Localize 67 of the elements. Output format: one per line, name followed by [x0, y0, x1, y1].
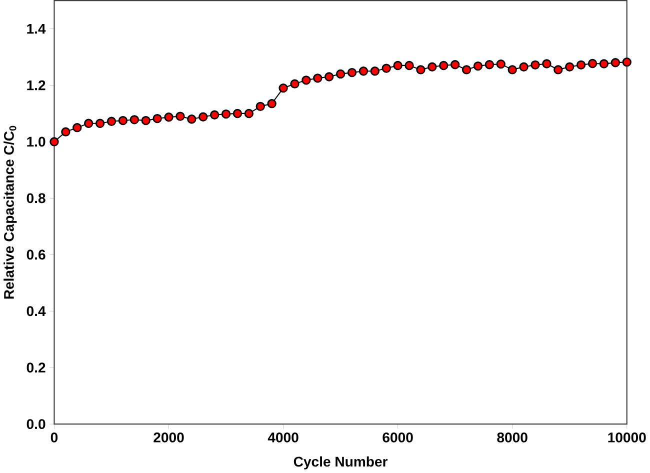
point [554, 65, 563, 74]
point [473, 61, 483, 71]
point [187, 114, 196, 124]
point [130, 115, 139, 124]
point [358, 66, 368, 76]
point [484, 60, 494, 70]
y-axis-title: Relative Capacitance C/C$_{0}$ [4, 126, 17, 299]
point [324, 72, 334, 82]
point [176, 112, 185, 121]
point [370, 66, 380, 76]
point [84, 118, 94, 128]
point [610, 58, 620, 68]
x-axis-title: Cycle Number [294, 456, 388, 470]
point [278, 83, 288, 93]
point [462, 65, 472, 74]
y-tick-label: 0.2 [26, 362, 46, 373]
point [588, 58, 598, 68]
x-tick-label: 8000 [497, 432, 528, 442]
y-tick-label: 1.2 [27, 80, 46, 90]
point [508, 65, 517, 74]
point [530, 60, 540, 70]
x-tick-label: 10000 [608, 432, 646, 442]
point [313, 74, 322, 83]
point [496, 59, 506, 69]
x-tick-label: 4000 [268, 432, 298, 442]
point [244, 108, 254, 118]
point [302, 76, 311, 85]
point [565, 62, 574, 72]
point [267, 98, 276, 108]
point [141, 116, 150, 126]
point [576, 60, 586, 70]
point [542, 59, 552, 68]
point [95, 118, 105, 128]
point [393, 60, 402, 70]
x-tick-label: 2000 [154, 432, 184, 442]
point [450, 60, 460, 70]
point [336, 69, 346, 79]
point [256, 102, 265, 111]
point [221, 109, 231, 119]
point [404, 60, 414, 70]
point [118, 116, 128, 126]
point [50, 137, 59, 146]
y-tick-label: 1.4 [27, 24, 46, 34]
point [439, 60, 448, 70]
point [72, 122, 82, 132]
x-tick-label: 6000 [382, 432, 413, 442]
point [290, 79, 300, 88]
point [152, 114, 162, 124]
y-tick-label: 0.0 [26, 419, 46, 430]
y-tick-label: 0.8 [26, 193, 46, 204]
point [519, 62, 528, 72]
y-tick-label: 0.6 [26, 250, 46, 260]
point [232, 108, 242, 118]
point [198, 112, 208, 122]
point [210, 110, 220, 120]
point [416, 65, 426, 74]
point [382, 64, 391, 73]
point [622, 57, 632, 67]
point [428, 62, 437, 72]
y-tick-label: 1.0 [27, 136, 46, 147]
y-tick-label: 0.4 [26, 306, 46, 316]
point [347, 68, 357, 78]
point [106, 116, 116, 126]
point [164, 112, 174, 122]
x-tick-label: 0 [50, 432, 58, 442]
point [61, 127, 70, 136]
point [599, 59, 609, 68]
